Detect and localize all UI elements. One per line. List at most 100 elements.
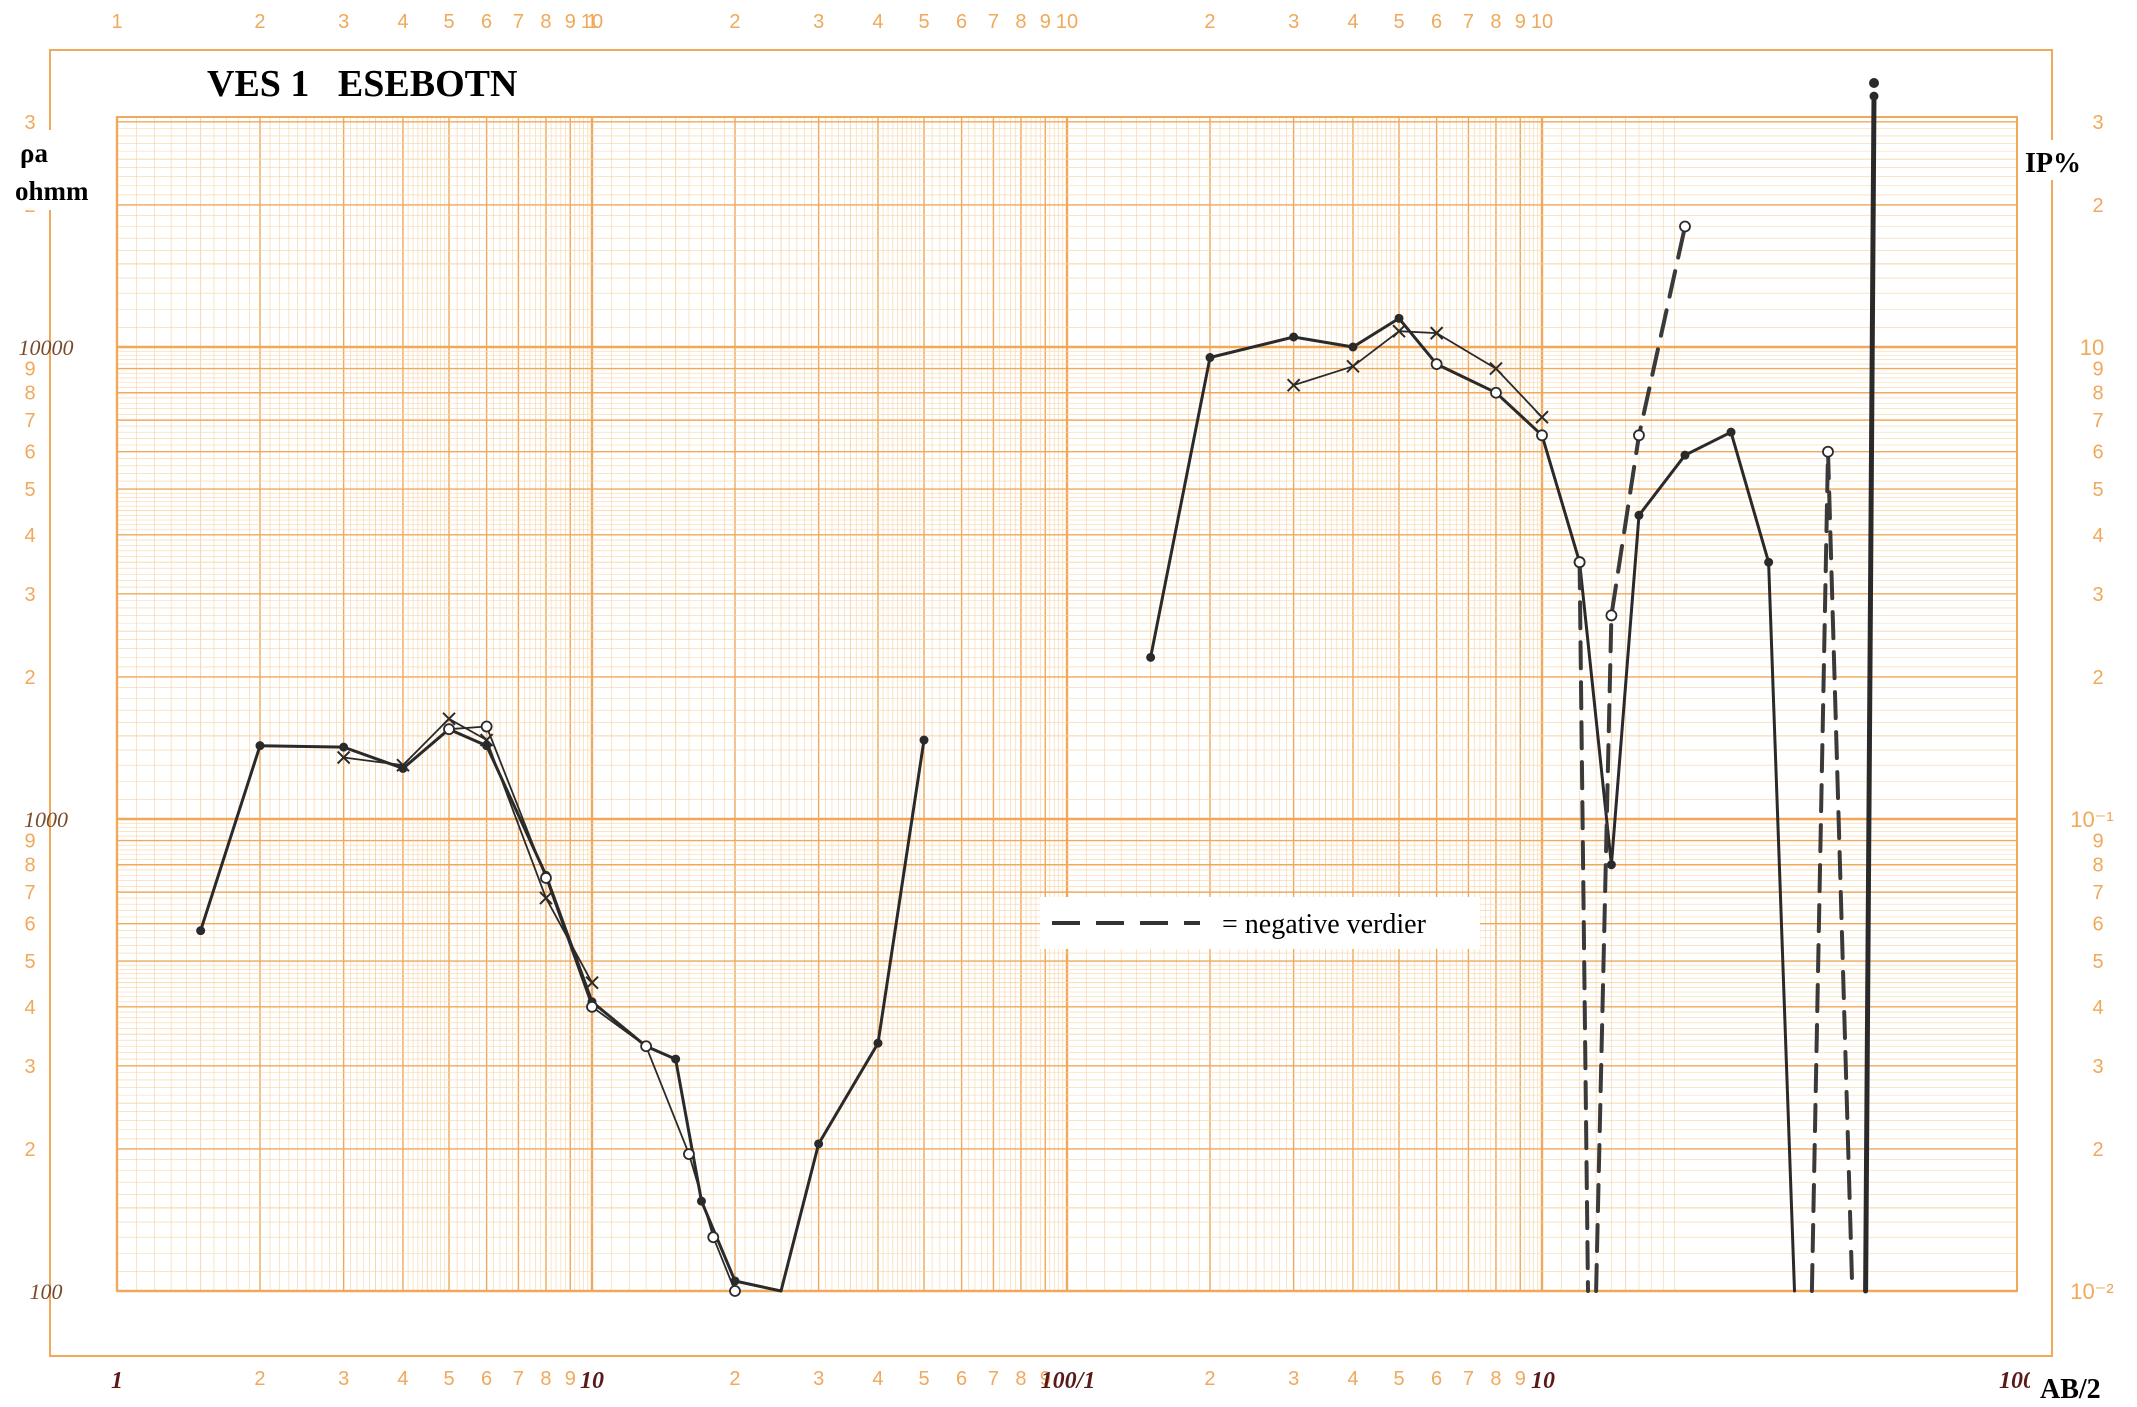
bottom-tick-label: 6 — [1431, 1368, 1442, 1390]
right-tick-label: 9 — [2092, 831, 2103, 853]
bottom-decade-label: 100 — [1999, 1368, 2035, 1394]
top-tick-label: 1 — [111, 11, 122, 33]
bottom-tick-label: 2 — [254, 1368, 265, 1390]
bottom-tick-label: 4 — [872, 1368, 883, 1390]
data-point-negative — [1822, 445, 1834, 458]
top-tick-label: 7 — [988, 11, 999, 33]
bottom-tick-label: 3 — [813, 1368, 824, 1390]
data-point-negative — [1679, 220, 1691, 233]
top-tick-label: 4 — [872, 11, 883, 33]
right-tick-label: 3 — [2092, 584, 2103, 606]
data-point-dot — [1205, 353, 1215, 363]
y-label-left-symbol: ρa — [20, 138, 48, 168]
top-tick-label: 4 — [1347, 11, 1358, 33]
data-point-cross — [396, 758, 410, 772]
series-line-filled-dot-line — [199, 727, 926, 1293]
right-tick-label: 5 — [2092, 479, 2103, 501]
left-tick-label: 5 — [24, 951, 35, 973]
left-tick-label: 2 — [24, 1139, 35, 1161]
top-tick-label: 4 — [397, 11, 408, 33]
right-tick-label: 3 — [2092, 112, 2103, 134]
bottom-tick-label: 7 — [1463, 1368, 1474, 1390]
top-tick-label: 9 — [565, 11, 576, 33]
left-tick-label: 7 — [24, 410, 35, 432]
data-point-circle — [683, 1148, 695, 1161]
bottom-tick-label: 9 — [1515, 1368, 1526, 1390]
data-point-cross — [442, 712, 456, 726]
right-decade-label: 10⁻² — [2070, 1279, 2113, 1304]
data-point-cross — [539, 891, 553, 905]
top-tick-label: 8 — [1015, 11, 1026, 33]
bottom-tick-label: 3 — [1288, 1368, 1299, 1390]
x-label: AB/2 — [2040, 1374, 2101, 1405]
bottom-tick-label: 8 — [1015, 1368, 1026, 1390]
data-point-dot — [1146, 652, 1156, 662]
data-point-circle — [707, 1231, 720, 1244]
bottom-tick-label: 7 — [513, 1368, 524, 1390]
data-point-circle — [443, 723, 455, 736]
right-tick-label: 6 — [2092, 442, 2103, 464]
top-tick-label: 9 — [1040, 11, 1051, 33]
plot-border — [116, 116, 2018, 1292]
right-tick-label: 8 — [2092, 855, 2103, 877]
right-tick-label: 2 — [2092, 667, 2103, 689]
data-point-negative — [1605, 609, 1618, 622]
chart-labels: VES 1 ESEBOTN ρa ohmm IP% AB/2 — [8, 55, 2130, 1406]
bottom-decade-label: 10 — [580, 1368, 604, 1394]
right-tick-label: 7 — [2092, 882, 2103, 904]
right-tick-label: 4 — [2092, 997, 2103, 1019]
data-point-circle — [1430, 358, 1443, 370]
top-tick-label: 5 — [918, 11, 929, 33]
series-line-solid-spike — [1863, 93, 1877, 1294]
top-tick-label: 2 — [254, 11, 265, 33]
data-point-circle — [729, 1285, 741, 1297]
data-point-dot — [1726, 427, 1736, 437]
data-point-dot — [1394, 313, 1404, 323]
left-tick-label: 9 — [24, 359, 35, 381]
series-line-cross-line — [342, 717, 593, 984]
data-point-dot — [1606, 860, 1616, 870]
left-tick-label: 8 — [24, 383, 35, 405]
bottom-tick-label: 7 — [988, 1368, 999, 1390]
bottom-tick-label: 5 — [918, 1368, 929, 1390]
top-tick-label: 7 — [513, 11, 524, 33]
bottom-tick-label: 9 — [565, 1368, 576, 1390]
left-tick-label: 3 — [24, 1056, 35, 1078]
top-tick-label: 10 — [581, 11, 603, 33]
data-point-negative — [1573, 556, 1586, 569]
right-decade-label: 10 — [2080, 335, 2104, 360]
data-point-dot — [196, 926, 206, 936]
top-tick-label: 10 — [1056, 11, 1078, 33]
series-line-dashed-negative — [1594, 224, 1687, 1293]
right-tick-label: 5 — [2092, 951, 2103, 973]
left-tick-label: 8 — [24, 855, 35, 877]
right-tick-label: 8 — [2092, 383, 2103, 405]
left-decade-label: 100 — [30, 1279, 63, 1304]
bottom-tick-label: 5 — [1393, 1368, 1404, 1390]
top-tick-label: 6 — [1431, 11, 1442, 33]
data-point-cross — [336, 750, 351, 765]
data-point-negative — [1633, 429, 1645, 442]
bottom-tick-label: 2 — [1204, 1368, 1215, 1390]
bottom-decade-label: 10 — [1531, 1368, 1555, 1394]
data-point-dot — [1764, 557, 1774, 567]
data-point-circle — [586, 1000, 598, 1013]
right-tick-label: 9 — [2092, 359, 2103, 381]
top-tick-label: 2 — [729, 11, 740, 33]
data-point-cross — [1429, 326, 1444, 340]
top-tick-label: 5 — [1393, 11, 1404, 33]
bottom-tick-label: 6 — [956, 1368, 967, 1390]
bottom-decade-label: 1 — [111, 1368, 123, 1394]
data-point-cross — [1392, 324, 1406, 338]
top-tick-label: 8 — [540, 11, 551, 33]
outer-frame — [49, 49, 2053, 1357]
right-tick-label: 4 — [2092, 525, 2103, 547]
data-point-dot — [1680, 450, 1690, 460]
series-line-dashed-negative — [1577, 560, 1590, 1293]
data-point-circle — [640, 1040, 653, 1053]
data-point-cross — [585, 975, 599, 990]
right-tick-label: 2 — [2092, 195, 2103, 217]
bottom-tick-label: 2 — [729, 1368, 740, 1390]
data-point-circle — [480, 720, 493, 733]
